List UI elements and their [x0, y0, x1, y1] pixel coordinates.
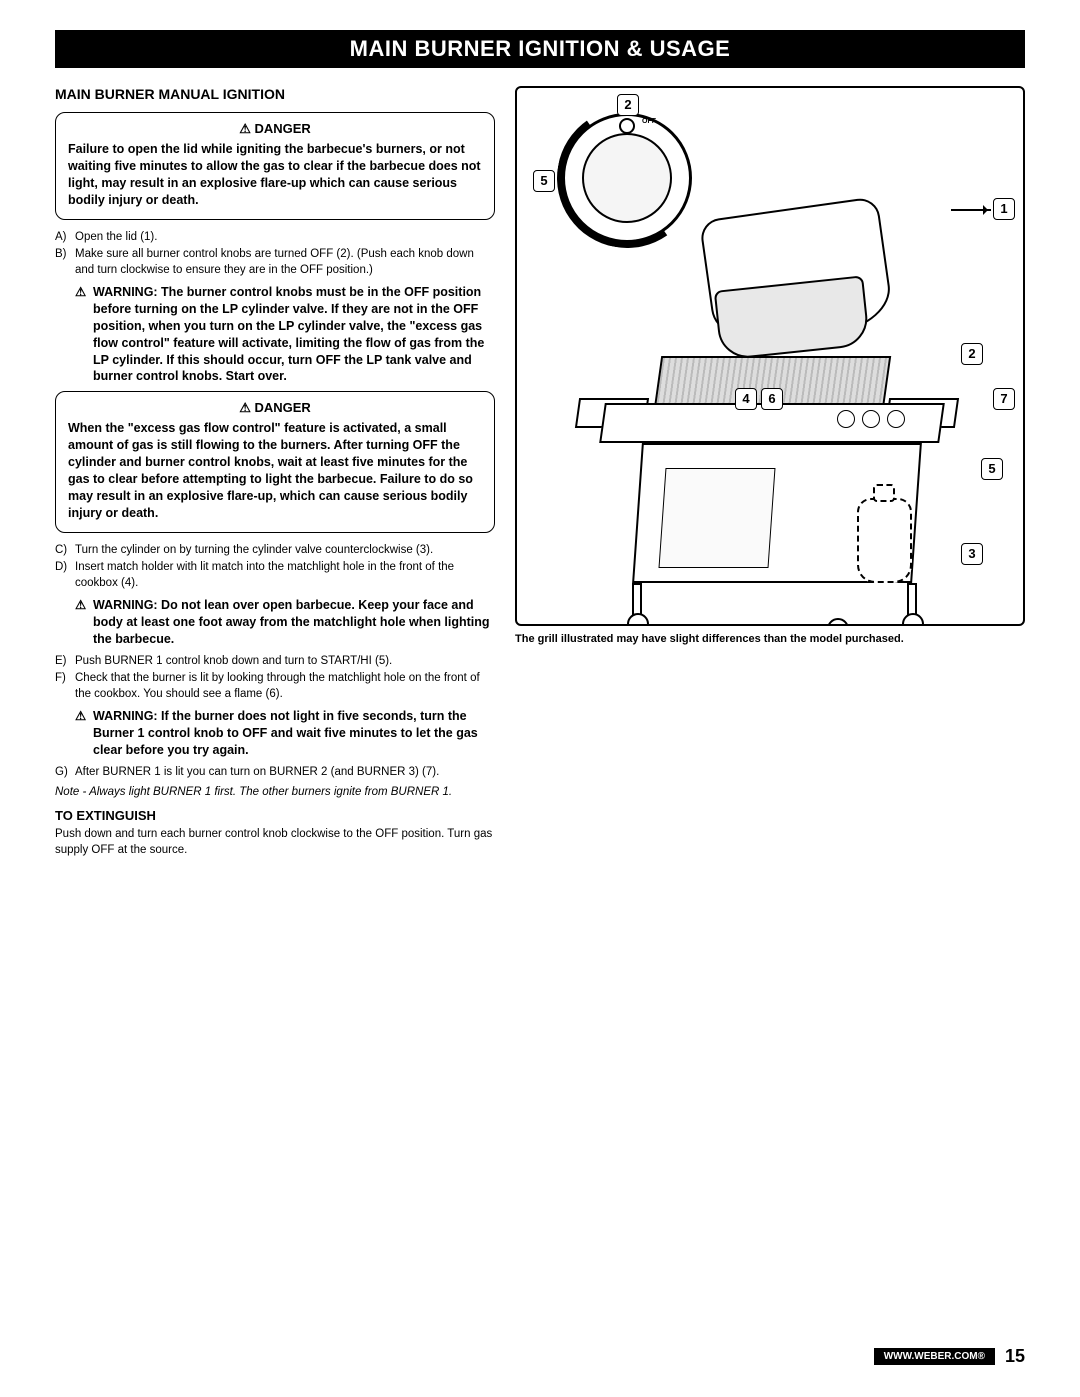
step-letter: D): [55, 560, 75, 591]
warning-icon: ⚠: [75, 284, 93, 385]
warning-text: WARNING: Do not lean over open barbecue.…: [93, 597, 495, 648]
callout-7: 7: [993, 388, 1015, 410]
step-text: Insert match holder with lit match into …: [75, 560, 495, 591]
step-e: E)Push BURNER 1 control knob down and tu…: [55, 654, 495, 670]
steps-list-4: G)After BURNER 1 is lit you can turn on …: [55, 765, 495, 781]
step-text: Check that the burner is lit by looking …: [75, 671, 495, 702]
leader-line: [951, 209, 991, 211]
steps-list-1: A)Open the lid (1). B)Make sure all burn…: [55, 230, 495, 279]
step-letter: F): [55, 671, 75, 702]
section-title: MAIN BURNER MANUAL IGNITION: [55, 86, 495, 102]
danger-text-2: When the "excess gas flow control" featu…: [68, 420, 482, 521]
page: MAIN BURNER IGNITION & USAGE MAIN BURNER…: [0, 0, 1080, 858]
tank-valve: [873, 484, 895, 502]
content-columns: MAIN BURNER MANUAL IGNITION ⚠ DANGER Fai…: [55, 86, 1025, 858]
off-label: OFF: [642, 118, 656, 125]
lp-tank: [857, 498, 912, 583]
steps-list-2: C)Turn the cylinder on by turning the cy…: [55, 543, 495, 592]
callout-2b: 2: [961, 343, 983, 365]
step-letter: B): [55, 247, 75, 278]
callout-1: 1: [993, 198, 1015, 220]
step-a: A)Open the lid (1).: [55, 230, 495, 246]
figure-caption: The grill illustrated may have slight di…: [515, 632, 1025, 646]
knob-diagram: OFF: [547, 98, 707, 258]
danger-text-1: Failure to open the lid while igniting t…: [68, 141, 482, 209]
control-knob-3: [887, 410, 905, 428]
step-c: C)Turn the cylinder on by turning the cy…: [55, 543, 495, 559]
warning-3: ⚠ WARNING: If the burner does not light …: [75, 708, 495, 759]
knob-inner: [582, 133, 672, 223]
control-knob-1: [837, 410, 855, 428]
danger-box-2: ⚠ DANGER When the "excess gas flow contr…: [55, 391, 495, 532]
extinguish-text: Push down and turn each burner control k…: [55, 827, 495, 858]
page-title-bar: MAIN BURNER IGNITION & USAGE: [55, 30, 1025, 68]
step-text: Push BURNER 1 control knob down and turn…: [75, 654, 495, 670]
control-knob-2: [862, 410, 880, 428]
step-letter: G): [55, 765, 75, 781]
grill-diagram: [577, 238, 957, 618]
cart-door: [659, 468, 776, 568]
warning-icon: ⚠: [75, 597, 93, 648]
knob-pointer: [619, 118, 635, 134]
page-number: 15: [1005, 1346, 1025, 1367]
warning-text: WARNING: The burner control knobs must b…: [93, 284, 495, 385]
left-column: MAIN BURNER MANUAL IGNITION ⚠ DANGER Fai…: [55, 86, 495, 858]
grill-lid-liner: [714, 275, 870, 360]
callout-5: 5: [533, 170, 555, 192]
warning-2: ⚠ WARNING: Do not lean over open barbecu…: [75, 597, 495, 648]
callout-6: 6: [761, 388, 783, 410]
wheel: [827, 618, 849, 626]
footer-url: WWW.WEBER.COM®: [874, 1348, 995, 1365]
step-text: Open the lid (1).: [75, 230, 495, 246]
page-footer: WWW.WEBER.COM® 15: [874, 1346, 1025, 1367]
note-line: Note - Always light BURNER 1 first. The …: [55, 786, 495, 798]
danger-heading-2: ⚠ DANGER: [68, 400, 482, 416]
step-letter: E): [55, 654, 75, 670]
step-letter: C): [55, 543, 75, 559]
right-column: OFF 2 5: [515, 86, 1025, 858]
danger-box-1: ⚠ DANGER Failure to open the lid while i…: [55, 112, 495, 220]
callout-3: 3: [961, 543, 983, 565]
callout-4: 4: [735, 388, 757, 410]
step-text: After BURNER 1 is lit you can turn on BU…: [75, 765, 495, 781]
steps-list-3: E)Push BURNER 1 control knob down and tu…: [55, 654, 495, 703]
step-f: F)Check that the burner is lit by lookin…: [55, 671, 495, 702]
step-text: Make sure all burner control knobs are t…: [75, 247, 495, 278]
callout-5b: 5: [981, 458, 1003, 480]
warning-icon: ⚠: [75, 708, 93, 759]
warning-1: ⚠ WARNING: The burner control knobs must…: [75, 284, 495, 385]
callout-2: 2: [617, 94, 639, 116]
danger-heading-1: ⚠ DANGER: [68, 121, 482, 137]
wheel: [627, 613, 649, 626]
step-b: B)Make sure all burner control knobs are…: [55, 247, 495, 278]
step-text: Turn the cylinder on by turning the cyli…: [75, 543, 495, 559]
step-letter: A): [55, 230, 75, 246]
step-d: D)Insert match holder with lit match int…: [55, 560, 495, 591]
figure-box: OFF 2 5: [515, 86, 1025, 626]
extinguish-title: TO EXTINGUISH: [55, 808, 495, 823]
step-g: G)After BURNER 1 is lit you can turn on …: [55, 765, 495, 781]
warning-text: WARNING: If the burner does not light in…: [93, 708, 495, 759]
wheel: [902, 613, 924, 626]
